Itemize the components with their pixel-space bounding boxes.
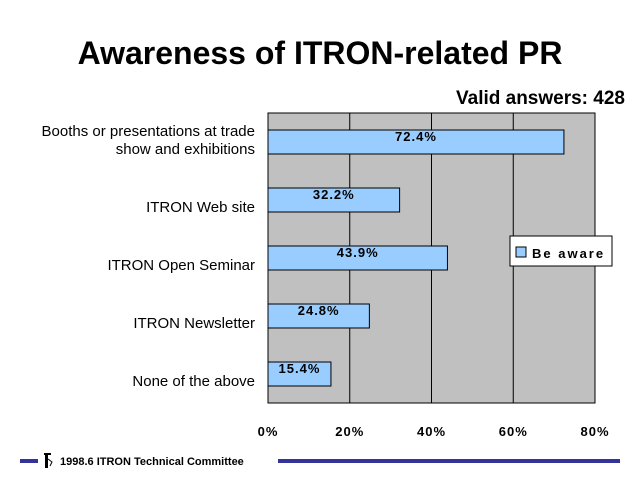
- category-label: ITRON Newsletter: [133, 315, 255, 332]
- bar: [267, 187, 401, 213]
- category-label: None of the above: [132, 373, 255, 390]
- legend-box: [509, 235, 613, 267]
- x-tick-label: 60%: [499, 424, 528, 439]
- bar: [267, 245, 448, 271]
- bars: 72.4% 32.2% 43.9% 24.8% 15.4%: [267, 129, 565, 387]
- bar-value-label: 15.4%: [279, 361, 321, 376]
- bar: [267, 361, 332, 387]
- category-label: show and exhibitions: [116, 141, 255, 158]
- bar-value-label: 32.2%: [313, 187, 355, 202]
- x-axis-ticks: 0% 20% 40% 60% 80%: [258, 424, 609, 439]
- bar: [267, 129, 565, 155]
- chart-title: Awareness of ITRON-related PR: [78, 35, 563, 71]
- legend-label: Be aware: [532, 246, 605, 261]
- legend: Be aware: [509, 235, 613, 267]
- bar-value-label: 24.8%: [298, 303, 340, 318]
- category-label: Booths or presentations at trade: [42, 123, 255, 140]
- x-tick-label: 40%: [417, 424, 446, 439]
- x-tick-label: 20%: [335, 424, 364, 439]
- chart-subtitle: Valid answers: 428: [456, 88, 625, 109]
- footer: 1998.6 ITRON Technical Committee: [20, 453, 620, 468]
- category-label: ITRON Web site: [146, 199, 255, 216]
- footer-text: 1998.6 ITRON Technical Committee: [60, 456, 244, 468]
- x-tick-label: 80%: [580, 424, 609, 439]
- category-label: ITRON Open Seminar: [107, 257, 255, 274]
- itron-logo-icon: [44, 453, 53, 468]
- bar: [267, 303, 370, 329]
- bar-value-label: 43.9%: [337, 245, 379, 260]
- x-tick-label: 0%: [258, 424, 279, 439]
- bar-value-label: 72.4%: [395, 129, 437, 144]
- legend-swatch: [515, 246, 527, 258]
